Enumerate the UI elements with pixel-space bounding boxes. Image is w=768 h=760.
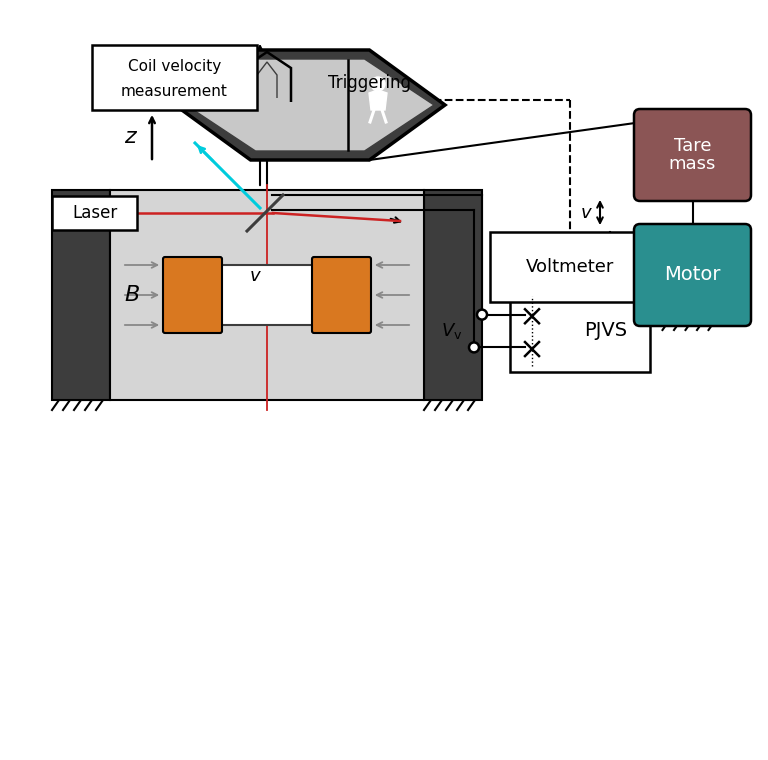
Polygon shape <box>220 265 314 325</box>
Circle shape <box>469 343 479 353</box>
Text: $B$: $B$ <box>124 285 140 305</box>
Polygon shape <box>52 190 110 400</box>
Circle shape <box>371 77 385 91</box>
FancyBboxPatch shape <box>634 109 751 201</box>
Text: Tare: Tare <box>674 137 711 155</box>
Circle shape <box>477 309 487 320</box>
FancyBboxPatch shape <box>52 196 137 230</box>
Polygon shape <box>424 190 482 400</box>
Text: $v$: $v$ <box>580 204 592 221</box>
Text: mass: mass <box>669 155 717 173</box>
Text: measurement: measurement <box>121 84 228 100</box>
Text: PJVS: PJVS <box>584 321 627 340</box>
Text: Coil velocity: Coil velocity <box>128 59 221 74</box>
Polygon shape <box>369 90 387 110</box>
Polygon shape <box>110 190 424 400</box>
Text: Laser: Laser <box>72 204 118 222</box>
FancyBboxPatch shape <box>312 257 371 333</box>
Text: $V_{\rm v}$: $V_{\rm v}$ <box>442 321 462 341</box>
FancyBboxPatch shape <box>490 232 650 302</box>
Text: $z$: $z$ <box>124 127 138 147</box>
Text: $v$: $v$ <box>249 267 261 285</box>
FancyBboxPatch shape <box>510 290 650 372</box>
Polygon shape <box>186 59 434 151</box>
FancyBboxPatch shape <box>92 45 257 110</box>
Text: Triggering: Triggering <box>329 74 412 92</box>
Text: Motor: Motor <box>664 265 720 284</box>
Polygon shape <box>175 50 445 160</box>
Text: Voltmeter: Voltmeter <box>526 258 614 276</box>
FancyBboxPatch shape <box>634 224 751 326</box>
FancyBboxPatch shape <box>163 257 222 333</box>
